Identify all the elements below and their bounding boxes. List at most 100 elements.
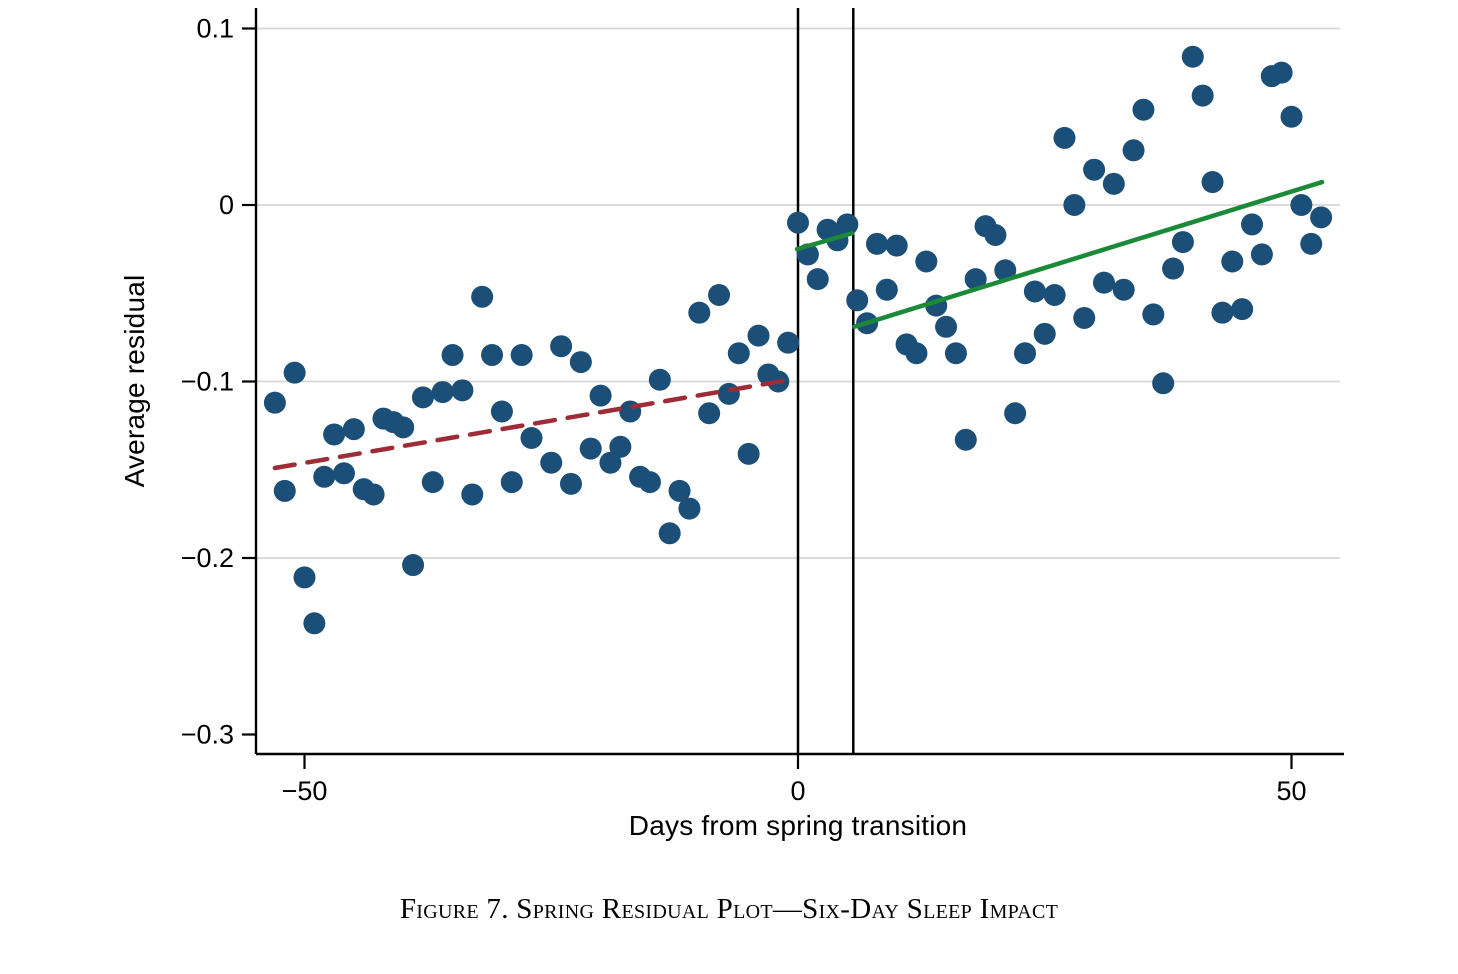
- scatter-point: [1112, 278, 1135, 301]
- y-tick-label: −0.3: [181, 720, 234, 750]
- scatter-point: [559, 472, 582, 495]
- scatter-point: [1201, 171, 1224, 194]
- scatter-point: [1023, 280, 1046, 303]
- scatter-point: [1211, 301, 1234, 324]
- scatter-point: [708, 284, 731, 307]
- scatter-point: [1092, 271, 1115, 294]
- x-tick-label: −50: [282, 776, 328, 806]
- scatter-point: [984, 224, 1007, 247]
- scatter-point: [777, 331, 800, 354]
- scatter-point: [648, 368, 671, 391]
- scatter-point: [668, 479, 691, 502]
- scatter-point: [1053, 126, 1076, 149]
- scatter-point: [935, 315, 958, 338]
- scatter-point: [569, 351, 592, 374]
- scatter-point: [846, 289, 869, 312]
- scatter-point: [273, 479, 296, 502]
- scatter-point: [411, 386, 434, 409]
- scatter-point: [589, 384, 612, 407]
- y-tick-label: 0.1: [196, 14, 234, 44]
- scatter-point: [263, 391, 286, 414]
- scatter-point: [1221, 250, 1244, 273]
- scatter-point: [500, 471, 523, 494]
- scatter-point: [421, 471, 444, 494]
- scatter-point: [717, 382, 740, 405]
- pre-transition-fit-line: [272, 377, 793, 471]
- scatter-point: [1231, 298, 1254, 321]
- y-tick-label: −0.1: [181, 367, 234, 397]
- scatter-point: [1122, 139, 1145, 162]
- scatter-point: [994, 259, 1017, 282]
- scatter-point: [1073, 306, 1096, 329]
- scatter-point: [1152, 372, 1175, 395]
- scatter-point: [1004, 402, 1027, 425]
- scatter-point: [1181, 45, 1204, 68]
- x-tick-label: 0: [790, 776, 805, 806]
- scatter-point: [520, 426, 543, 449]
- scatter-point: [332, 462, 355, 485]
- scatter-point: [323, 423, 346, 446]
- scatter-point: [342, 418, 365, 441]
- scatter-point: [451, 379, 474, 402]
- scatter-point: [865, 232, 888, 255]
- scatter-point: [1014, 342, 1037, 365]
- scatter-point: [599, 451, 622, 474]
- scatter-point: [875, 278, 898, 301]
- scatter-point: [806, 268, 829, 291]
- residual-scatter-chart: 0.1 0 −0.1 −0.2 −0.3 −50 0 50: [181, 8, 1344, 806]
- scatter-point: [885, 234, 908, 257]
- scatter-point: [1250, 243, 1273, 266]
- scatter-point: [1241, 213, 1264, 236]
- scatter-point: [392, 416, 415, 439]
- scatter-point: [1162, 257, 1185, 280]
- scatter-point: [698, 402, 721, 425]
- scatter-point: [283, 361, 306, 384]
- scatter-point: [362, 483, 385, 506]
- scatter-point: [609, 435, 632, 458]
- figure-caption: Figure 7. Spring Residual Plot—Six-Day S…: [399, 893, 1059, 925]
- scatter-point: [510, 344, 533, 367]
- scatter-point: [1132, 98, 1155, 121]
- scatter-point: [1063, 194, 1086, 216]
- scatter-point: [727, 342, 750, 365]
- scatter-point: [579, 437, 602, 460]
- scatter-point: [747, 324, 770, 347]
- scatter-point: [638, 471, 661, 494]
- scatter-point: [1191, 84, 1214, 107]
- post-transition-fit-line: [852, 179, 1325, 330]
- scatter-point: [461, 483, 484, 506]
- scatter-point: [1310, 206, 1333, 229]
- scatter-point: [1290, 194, 1313, 216]
- scatter-point: [490, 400, 513, 423]
- scatter-point: [471, 285, 494, 308]
- scatter-point: [1171, 231, 1194, 254]
- y-tick-label: −0.2: [181, 543, 234, 573]
- x-tick-label: 50: [1276, 776, 1306, 806]
- scatter-point: [431, 381, 454, 404]
- scatter-point: [402, 554, 425, 577]
- scatter-point: [313, 465, 336, 488]
- scatter-point: [1280, 105, 1303, 128]
- scatter-point: [1043, 284, 1066, 307]
- scatter-point: [1142, 303, 1165, 326]
- scatter-point: [954, 428, 977, 451]
- y-tick-label: 0: [219, 190, 234, 220]
- scatter-point: [737, 442, 760, 465]
- scatter-point: [915, 250, 938, 273]
- scatter-point: [658, 522, 681, 545]
- scatter-point: [1033, 322, 1056, 345]
- scatter-point: [481, 344, 504, 367]
- scatter-point: [964, 268, 987, 291]
- scatter-point: [787, 211, 809, 234]
- scatter-point: [678, 497, 701, 520]
- y-axis-title: Average residual: [119, 274, 150, 488]
- scatter-point: [905, 342, 928, 365]
- scatter-point: [293, 566, 316, 589]
- x-axis-title: Days from spring transition: [628, 810, 968, 841]
- scatter-point: [1300, 232, 1323, 255]
- scatter-point: [1270, 61, 1293, 84]
- scatter-point: [944, 342, 967, 365]
- scatter-point: [688, 301, 711, 324]
- scatter-point: [1083, 158, 1106, 181]
